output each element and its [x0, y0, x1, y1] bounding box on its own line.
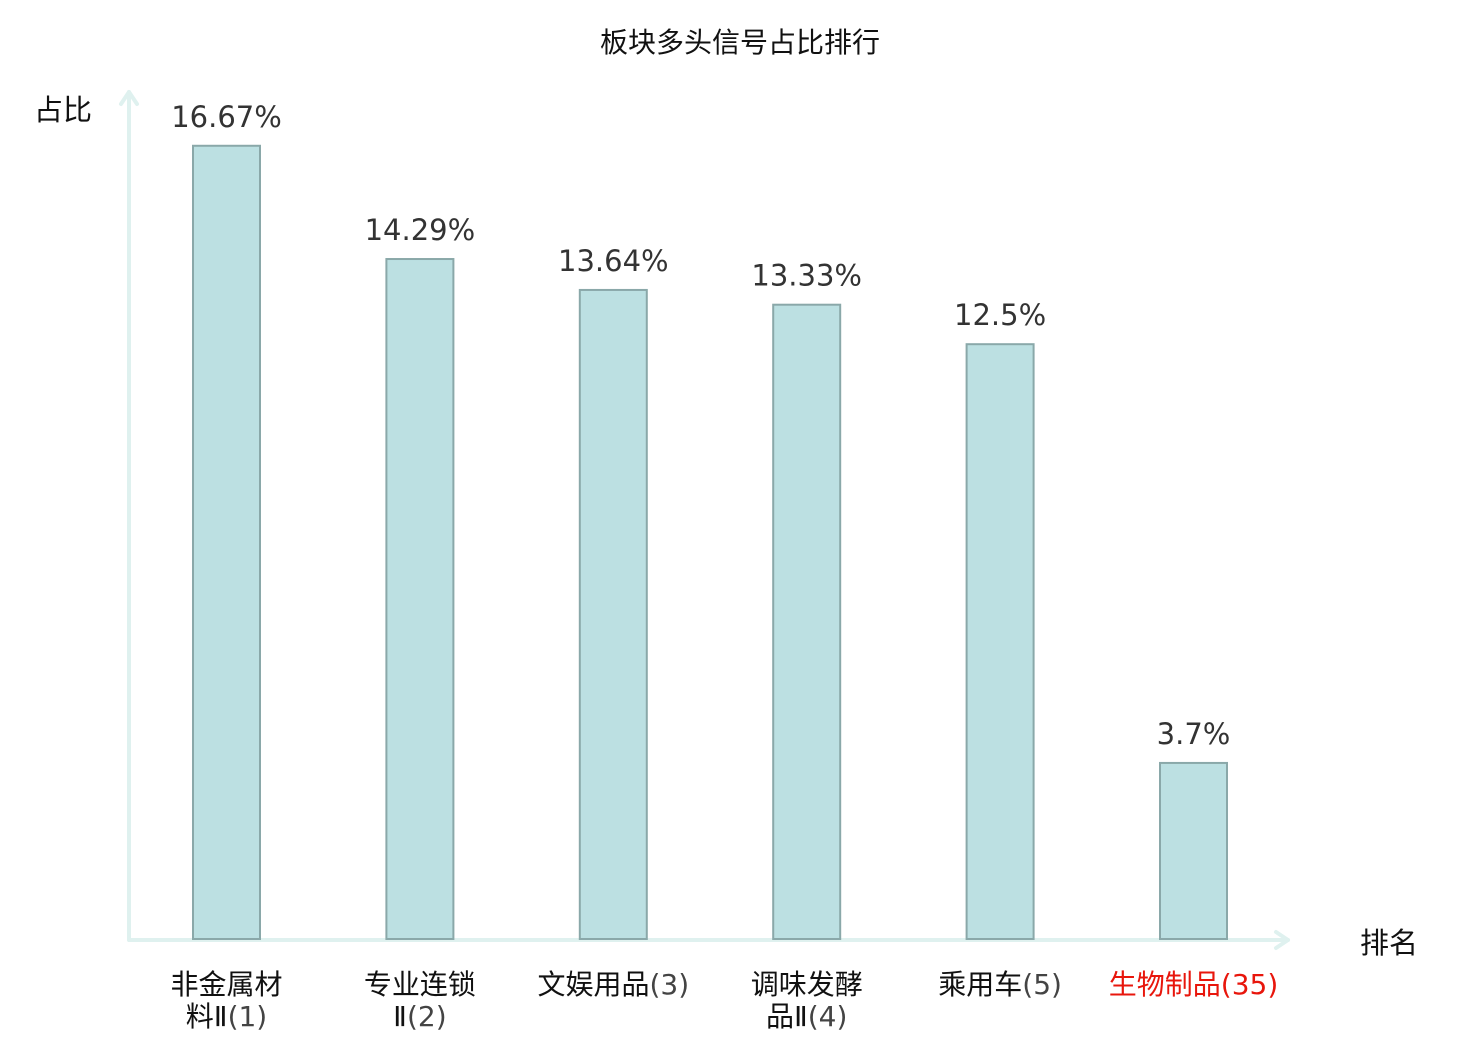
chart-title: 板块多头信号占比排行 [600, 26, 880, 59]
bar-group: 16.67%非金属材料Ⅱ(1)14.29%专业连锁 Ⅱ(2)13.64%文娱用品(… [170, 100, 1278, 1033]
x-axis-arrow [1274, 930, 1290, 950]
bar [385, 258, 455, 940]
category-name-line: 生物制品 [1109, 968, 1221, 1001]
category-name-line: 品Ⅱ [766, 1000, 808, 1033]
bar [1159, 761, 1228, 941]
category-rank: (2) [407, 1000, 447, 1033]
bar [965, 343, 1035, 940]
category-name-line: 乘用车 [938, 968, 1022, 1001]
bar-value-label: 16.67% [171, 100, 282, 134]
bar [192, 144, 261, 941]
category-rank: (3) [649, 968, 689, 1001]
bar-value-label: 13.33% [751, 259, 862, 293]
category-name-line: 调味发酵 [751, 968, 863, 1001]
bar-value-label: 13.64% [558, 244, 669, 278]
category-label: 专业连锁 Ⅱ(2) [364, 968, 476, 1033]
bar-value-label: 14.29% [365, 213, 476, 247]
category-name-line: 料Ⅱ [186, 1000, 228, 1033]
y-axis-label: 占比 [34, 93, 92, 127]
bar-value-label: 12.5% [954, 298, 1046, 332]
category-rank: (4) [808, 1000, 848, 1033]
category-label: 生物制品(35) [1109, 968, 1279, 1001]
category-label: 文娱用品(3) [537, 968, 689, 1001]
category-rank: (1) [228, 1000, 268, 1033]
bar-value-label: 3.7% [1157, 717, 1231, 751]
bar [772, 303, 842, 941]
category-name-line: Ⅱ [393, 1000, 407, 1033]
x-axis-label: 排名 [1360, 926, 1418, 960]
bar [578, 288, 648, 940]
category-label: 乘用车(5) [938, 968, 1062, 1001]
category-name-line: 文娱用品 [537, 968, 649, 1001]
category-label: 调味发酵品Ⅱ(4) [751, 968, 863, 1033]
category-rank: (5) [1022, 968, 1062, 1001]
category-name-line: 非金属材 [170, 968, 282, 1001]
category-rank: (35) [1221, 968, 1278, 1001]
category-name-line: 专业连锁 [364, 968, 476, 1001]
category-label: 非金属材料Ⅱ(1) [170, 968, 282, 1033]
